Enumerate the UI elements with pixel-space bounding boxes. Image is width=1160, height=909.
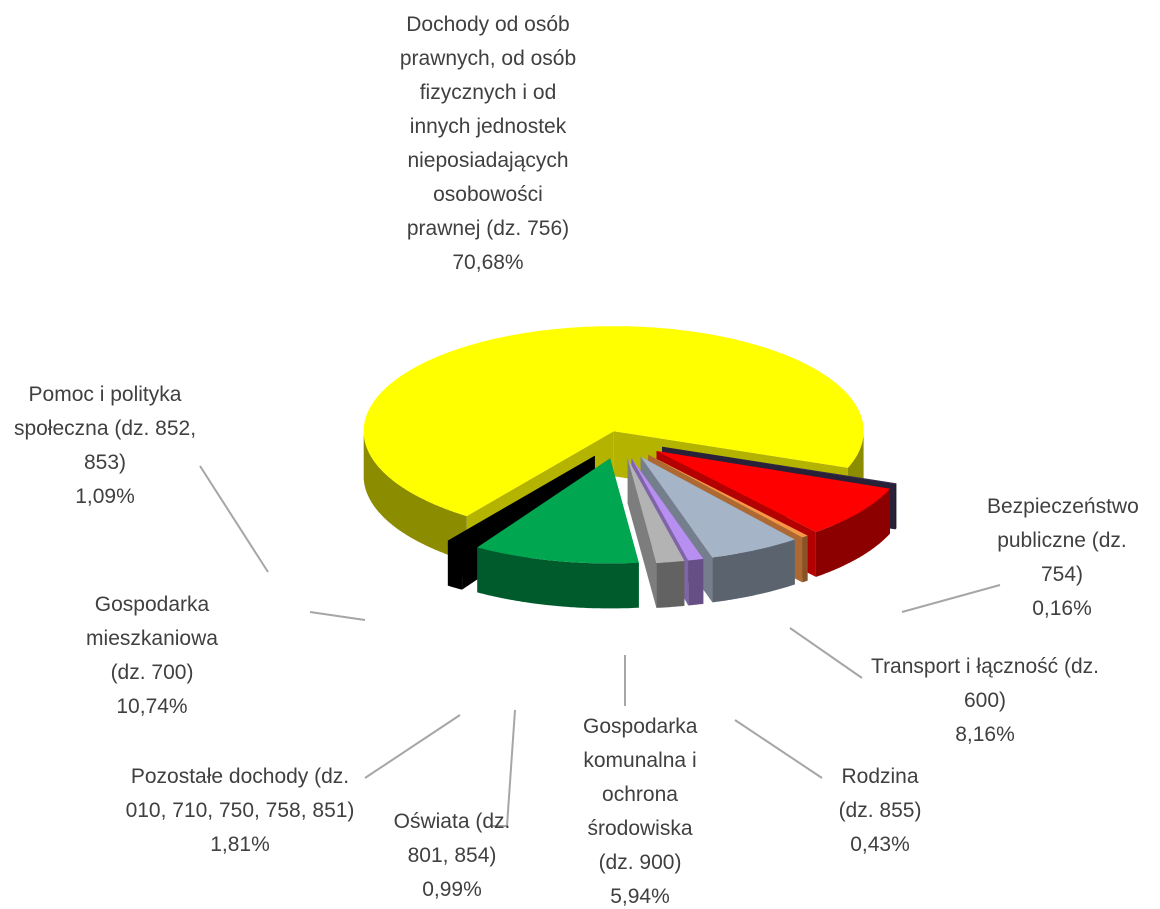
slice-top [640, 456, 795, 558]
slice-top [656, 451, 890, 532]
category-label: Bezpieczeństwo publiczne (dz. 754) [987, 495, 1139, 586]
slice-top [648, 454, 808, 538]
category-label: Pozostałe dochody (dz. 010, 710, 750, 75… [125, 765, 355, 822]
slice-label: Oświata (dz. 801, 854) 0,99% [379, 805, 525, 907]
category-label: Dochody od osób prawnych, od osób fizycz… [399, 13, 577, 240]
slice-top [631, 458, 704, 561]
slice-top [363, 326, 864, 517]
slice-side [656, 560, 685, 608]
slice-side [815, 488, 890, 577]
slice-label: Transport i łączność (dz. 600) 8,16% [865, 650, 1105, 752]
category-label: Transport i łączność (dz. 600) [871, 655, 1099, 712]
slice-label: Gospodarka mieszkaniowa (dz. 700) 10,74% [77, 588, 227, 724]
slice-radial-wall [627, 458, 657, 608]
category-label: Oświata (dz. 801, 854) [393, 810, 511, 867]
slice-top [477, 458, 639, 564]
leader-line [490, 709, 516, 827]
value-label: 5,94% [610, 885, 670, 908]
leader-line [199, 465, 269, 573]
leader-line [364, 714, 461, 779]
slice-label: Bezpieczeństwo publiczne (dz. 754) 0,16% [987, 490, 1139, 626]
slice-label: Rodzina (dz. 855) 0,43% [824, 760, 936, 862]
slice-side [802, 535, 808, 583]
slice-label: Pozostałe dochody (dz. 010, 710, 750, 75… [125, 760, 355, 862]
slice [627, 458, 685, 608]
category-label: Gospodarka mieszkaniowa (dz. 700) [86, 593, 218, 684]
leader-line [901, 584, 1001, 613]
slice-side [477, 547, 639, 609]
value-label: 8,16% [955, 723, 1015, 746]
slice-label: Gospodarka komunalna i ochrona środowisk… [583, 710, 697, 909]
slice [477, 458, 639, 609]
value-label: 0,43% [850, 833, 910, 856]
value-label: 1,81% [210, 833, 270, 856]
category-label: Pomoc i polityka społeczna (dz. 852, 853… [13, 383, 197, 474]
slice-top [627, 458, 685, 563]
value-label: 1,09% [75, 485, 135, 508]
value-label: 0,16% [1032, 597, 1092, 620]
slice-side [688, 558, 704, 606]
slice-label: Dochody od osób prawnych, od osób fizycz… [399, 8, 577, 280]
category-label: Gospodarka komunalna i ochrona środowisk… [583, 715, 698, 874]
slice-top [662, 446, 897, 485]
slice-side [447, 540, 463, 590]
leader-line [309, 611, 366, 621]
value-label: 70,68% [452, 251, 524, 274]
slice-side [363, 431, 467, 562]
slice-side [895, 483, 897, 530]
leader-line [789, 627, 863, 679]
slice-top [447, 455, 595, 545]
slice-side [712, 539, 795, 603]
value-label: 10,74% [116, 695, 188, 718]
slice-label: Pomoc i polityka społeczna (dz. 852, 853… [5, 378, 205, 514]
value-label: 0,99% [422, 878, 482, 901]
leader-line [734, 719, 823, 779]
category-label: Rodzina (dz. 855) [838, 765, 922, 822]
